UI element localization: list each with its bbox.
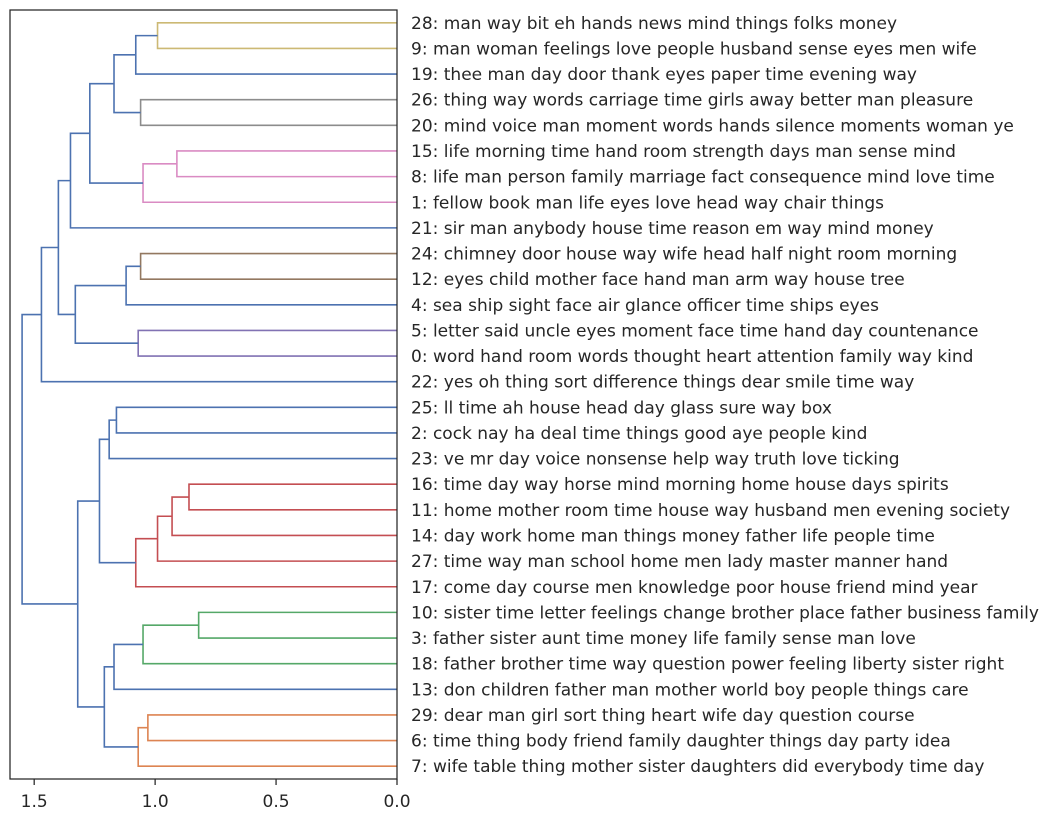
axes-frame	[9, 9, 398, 780]
link-P	[108, 419, 397, 460]
leaf-label-15: 15: life morning time hand room strength…	[411, 142, 956, 162]
leaf-label-26: 26: thing way words carriage time girls …	[411, 91, 973, 111]
link-V	[197, 611, 397, 639]
leaf-label-16: 16: time day way horse mind morning home…	[411, 475, 949, 495]
leaf-label-13: 13: don children father man mother world…	[411, 680, 969, 700]
link-N	[40, 246, 397, 383]
link-M	[57, 179, 76, 316]
link-X	[113, 643, 397, 691]
link-A	[156, 22, 397, 50]
leaf-label-10: 10: sister time letter feelings change b…	[411, 603, 1039, 623]
x-tick-label: 1.5	[21, 792, 48, 812]
leaf-label-2: 2: cock nay ha deal time things good aye…	[411, 424, 867, 444]
leaf-label-3: 3: father sister aunt time money life fa…	[411, 629, 916, 649]
leaf-label-23: 23: ve mr day voice nonsense help way tr…	[411, 450, 900, 470]
leaf-label-9: 9: man woman feelings love people husban…	[411, 39, 977, 59]
link-O	[115, 406, 397, 434]
link-W	[142, 624, 397, 665]
leaf-label-22: 22: yes oh thing sort difference things …	[411, 373, 914, 393]
leaf-label-14: 14: day work home man things money fathe…	[411, 526, 935, 546]
leaf-label-18: 18: father brother time way question pow…	[411, 655, 1004, 675]
link-S	[156, 515, 397, 562]
link-G	[89, 82, 144, 184]
x-axis: 1.5 1.0 0.5 0.0	[21, 779, 411, 812]
link-I	[139, 252, 397, 280]
leaf-label-25: 25: ll time ah house head day glass sure…	[411, 398, 832, 418]
leaf-label-11: 11: home mother room time house way husb…	[411, 501, 1010, 521]
link-E	[176, 150, 397, 178]
leaf-label-5: 5: letter said uncle eyes moment face ti…	[411, 321, 979, 341]
leaf-label-4: 4: sea ship sight face air glance office…	[411, 296, 879, 316]
leaf-label-8: 8: life man person family marriage fact …	[411, 168, 995, 188]
leaf-label-7: 7: wife table thing mother sister daught…	[411, 757, 984, 777]
leaf-label-19: 19: thee man day door thank eyes paper t…	[411, 65, 917, 85]
link-D	[113, 54, 141, 114]
link-C	[139, 98, 397, 127]
link-AA	[103, 666, 139, 748]
x-tick-label: 1.0	[142, 792, 169, 812]
x-tick-label: 0.5	[263, 792, 290, 812]
leaf-label-29: 29: dear man girl sort thing heart wife …	[411, 706, 915, 726]
dendrogram-links	[21, 22, 397, 767]
link-K	[137, 329, 397, 357]
link-R	[171, 496, 397, 537]
leaf-label-17: 17: come day course men knowledge poor h…	[411, 578, 978, 598]
link-B	[134, 34, 397, 75]
leaf-label-27: 27: time way man school home men lady ma…	[411, 552, 948, 572]
link-F	[142, 163, 397, 204]
leaf-label-1: 1: fellow book man life eyes love head w…	[411, 193, 884, 213]
link-H	[69, 132, 397, 229]
link-Y	[147, 714, 397, 742]
leaf-label-20: 20: mind voice man moment words hands si…	[411, 116, 1014, 136]
link-Q	[188, 483, 397, 511]
leaf-labels: 28: man way bit eh hands news mind thing…	[411, 14, 1039, 777]
link-L	[74, 284, 139, 345]
leaf-label-28: 28: man way bit eh hands news mind thing…	[411, 14, 897, 34]
leaf-label-24: 24: chimney door house way wife head hal…	[411, 245, 957, 265]
link-ROOT	[21, 313, 78, 605]
leaf-label-6: 6: time thing body friend family daughte…	[411, 732, 951, 752]
leaf-label-21: 21: sir man anybody house time reason em…	[411, 219, 934, 239]
link-Z	[137, 726, 397, 767]
leaf-label-0: 0: word hand room words thought heart at…	[411, 347, 973, 367]
link-AC	[76, 500, 105, 708]
link-T	[134, 537, 397, 588]
link-J	[125, 265, 397, 306]
leaf-label-12: 12: eyes child mother face hand man arm …	[411, 270, 905, 290]
x-tick-label: 0.0	[383, 792, 410, 812]
